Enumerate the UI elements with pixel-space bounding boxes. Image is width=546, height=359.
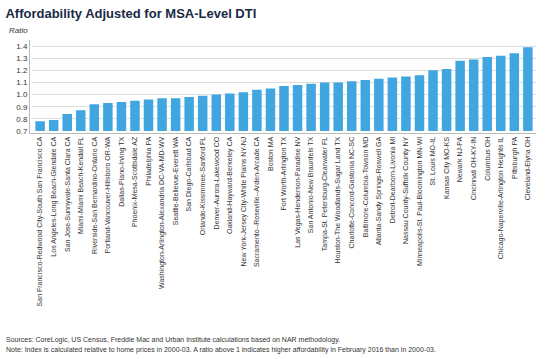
svg-text:Sacramento--Roseville--Arden-A: Sacramento--Roseville--Arden-Arcade CA <box>253 136 260 267</box>
svg-text:1.1: 1.1 <box>16 78 28 87</box>
svg-text:Kansas City MO-KS: Kansas City MO-KS <box>443 136 451 199</box>
svg-text:Dallas-Plano-Irving TX: Dallas-Plano-Irving TX <box>118 136 126 206</box>
svg-text:Ratio: Ratio <box>9 26 28 35</box>
svg-text:0.7: 0.7 <box>16 127 28 136</box>
svg-text:Baltimore-Columbia-Towson MD: Baltimore-Columbia-Towson MD <box>362 137 369 237</box>
svg-text:Cleveland-Elyria OH: Cleveland-Elyria OH <box>524 137 532 200</box>
svg-text:Riverside-San Bernardino-Ontar: Riverside-San Bernardino-Ontario CA <box>91 136 98 253</box>
svg-text:1.3: 1.3 <box>16 54 28 63</box>
svg-text:Philadelphia PA: Philadelphia PA <box>145 136 153 185</box>
svg-text:Washington-Arlington-Alexandri: Washington-Arlington-Alexandria DC-VA-MD… <box>158 136 166 288</box>
svg-text:Pittsburgh PA: Pittsburgh PA <box>511 136 519 179</box>
svg-text:San Jose-Sunnyvale-Santa Clara: San Jose-Sunnyvale-Santa Clara CA <box>64 136 72 252</box>
svg-text:San Diego-Carlsbad CA: San Diego-Carlsbad CA <box>185 136 193 211</box>
svg-text:Atlanta-Sandy Springs-Roswell: Atlanta-Sandy Springs-Roswell GA <box>375 136 383 245</box>
svg-text:Phoenix-Mesa-Scottsdale AZ: Phoenix-Mesa-Scottsdale AZ <box>131 136 138 227</box>
svg-text:Nassau County-Suffolk County N: Nassau County-Suffolk County NY <box>402 136 410 244</box>
svg-text:Houston-The Woodlands-Sugar La: Houston-The Woodlands-Sugar Land TX <box>334 136 342 263</box>
svg-text:Cincinnati OH-KY-IN: Cincinnati OH-KY-IN <box>470 137 477 201</box>
svg-text:Los Angeles-Long Beach-Glendal: Los Angeles-Long Beach-Glendale CA <box>50 136 58 256</box>
svg-text:Chicago-Naperville-Arlington H: Chicago-Naperville-Arlington Heights IL <box>497 137 505 260</box>
svg-text:San Antonio-New Braunfels TX: San Antonio-New Braunfels TX <box>307 136 314 233</box>
svg-text:Minneapolis-St. Paul-Bloomingt: Minneapolis-St. Paul-Bloomington MN-WI <box>416 137 424 266</box>
svg-text:0.9: 0.9 <box>16 103 28 112</box>
svg-text:Denver-Aurora-Lakewood CO: Denver-Aurora-Lakewood CO <box>213 136 220 229</box>
svg-text:Tampa-St. Petersburg-Clearwate: Tampa-St. Petersburg-Clearwater FL <box>321 137 329 251</box>
svg-text:Oakland-Hayward-Berkeley CA: Oakland-Hayward-Berkeley CA <box>226 136 234 234</box>
svg-text:Sources: CoreLogic, US Census,: Sources: CoreLogic, US Census, Freddie M… <box>6 336 340 344</box>
svg-text:Affordability Adjusted for MSA: Affordability Adjusted for MSA-Level DTI <box>5 6 256 21</box>
svg-text:Portland-Vancouver-Hillsboro O: Portland-Vancouver-Hillsboro OR-WA <box>104 136 111 253</box>
svg-text:St. Louis MO-IL: St. Louis MO-IL <box>429 137 436 186</box>
svg-text:Las Vegas-Henderson-Paradise N: Las Vegas-Henderson-Paradise NV <box>294 136 302 247</box>
svg-text:Detroit-Dearborn-Livonia MI: Detroit-Dearborn-Livonia MI <box>389 137 396 223</box>
svg-text:Newark NJ-PA: Newark NJ-PA <box>456 136 463 182</box>
svg-text:Miami-Miami Beach-Kendall FL: Miami-Miami Beach-Kendall FL <box>77 137 84 234</box>
svg-text:Note: Index is calculated rela: Note: Index is calculated relative to ho… <box>6 346 436 354</box>
svg-text:1.4: 1.4 <box>16 42 28 51</box>
svg-text:San Francisco-Redwood City-Sou: San Francisco-Redwood City-South San Fra… <box>36 136 44 306</box>
svg-text:Charlotte-Concord-Gastonia NC-: Charlotte-Concord-Gastonia NC-SC <box>348 137 355 249</box>
svg-text:Seattle-Bellevue-Everett WA: Seattle-Bellevue-Everett WA <box>172 136 179 225</box>
svg-text:0.8: 0.8 <box>16 115 28 124</box>
svg-text:1.2: 1.2 <box>16 66 28 75</box>
svg-text:New York-Jersey City-White Pla: New York-Jersey City-White Plains NY-NJ <box>240 137 248 267</box>
svg-text:Orlando-Kissimmee-Sanford FL: Orlando-Kissimmee-Sanford FL <box>199 137 206 236</box>
svg-text:1.0: 1.0 <box>16 90 28 99</box>
svg-text:Fort Worth-Arlington TX: Fort Worth-Arlington TX <box>280 136 288 210</box>
svg-text:Columbus OH: Columbus OH <box>484 137 491 181</box>
svg-text:Boston MA: Boston MA <box>267 136 274 171</box>
